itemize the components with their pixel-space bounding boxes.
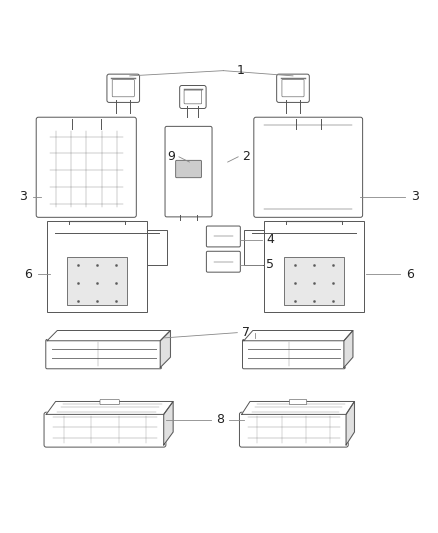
Text: 9: 9 (167, 150, 175, 163)
Text: 4: 4 (266, 233, 274, 246)
FancyBboxPatch shape (282, 79, 304, 97)
FancyBboxPatch shape (243, 340, 345, 369)
Text: 1: 1 (237, 64, 244, 77)
Polygon shape (160, 330, 170, 367)
Polygon shape (344, 330, 353, 367)
FancyBboxPatch shape (254, 117, 363, 217)
Polygon shape (244, 330, 353, 341)
FancyBboxPatch shape (180, 85, 206, 109)
FancyBboxPatch shape (206, 226, 240, 247)
Bar (244, 230, 264, 265)
FancyBboxPatch shape (165, 126, 212, 217)
FancyBboxPatch shape (107, 74, 140, 102)
Polygon shape (346, 401, 354, 445)
Bar (284, 257, 344, 305)
Polygon shape (164, 401, 173, 445)
FancyBboxPatch shape (36, 117, 136, 217)
Bar (47, 221, 147, 312)
Text: 3: 3 (411, 190, 419, 204)
Text: 5: 5 (266, 259, 274, 271)
Text: 3: 3 (19, 190, 27, 204)
Text: 7: 7 (242, 326, 250, 339)
Text: 8: 8 (216, 413, 224, 426)
FancyBboxPatch shape (184, 90, 202, 104)
Bar (147, 230, 167, 265)
FancyBboxPatch shape (46, 340, 162, 369)
FancyBboxPatch shape (240, 412, 348, 447)
Bar (67, 257, 127, 305)
FancyBboxPatch shape (277, 74, 309, 102)
Bar (264, 221, 364, 312)
FancyBboxPatch shape (176, 160, 201, 177)
Text: 6: 6 (25, 268, 32, 281)
FancyBboxPatch shape (290, 399, 307, 405)
Text: 6: 6 (406, 268, 413, 281)
FancyBboxPatch shape (44, 412, 166, 447)
Polygon shape (46, 401, 173, 414)
Polygon shape (242, 401, 354, 414)
Text: 2: 2 (242, 150, 250, 163)
FancyBboxPatch shape (206, 251, 240, 272)
FancyBboxPatch shape (100, 399, 120, 405)
Polygon shape (47, 330, 170, 341)
FancyBboxPatch shape (112, 79, 134, 97)
